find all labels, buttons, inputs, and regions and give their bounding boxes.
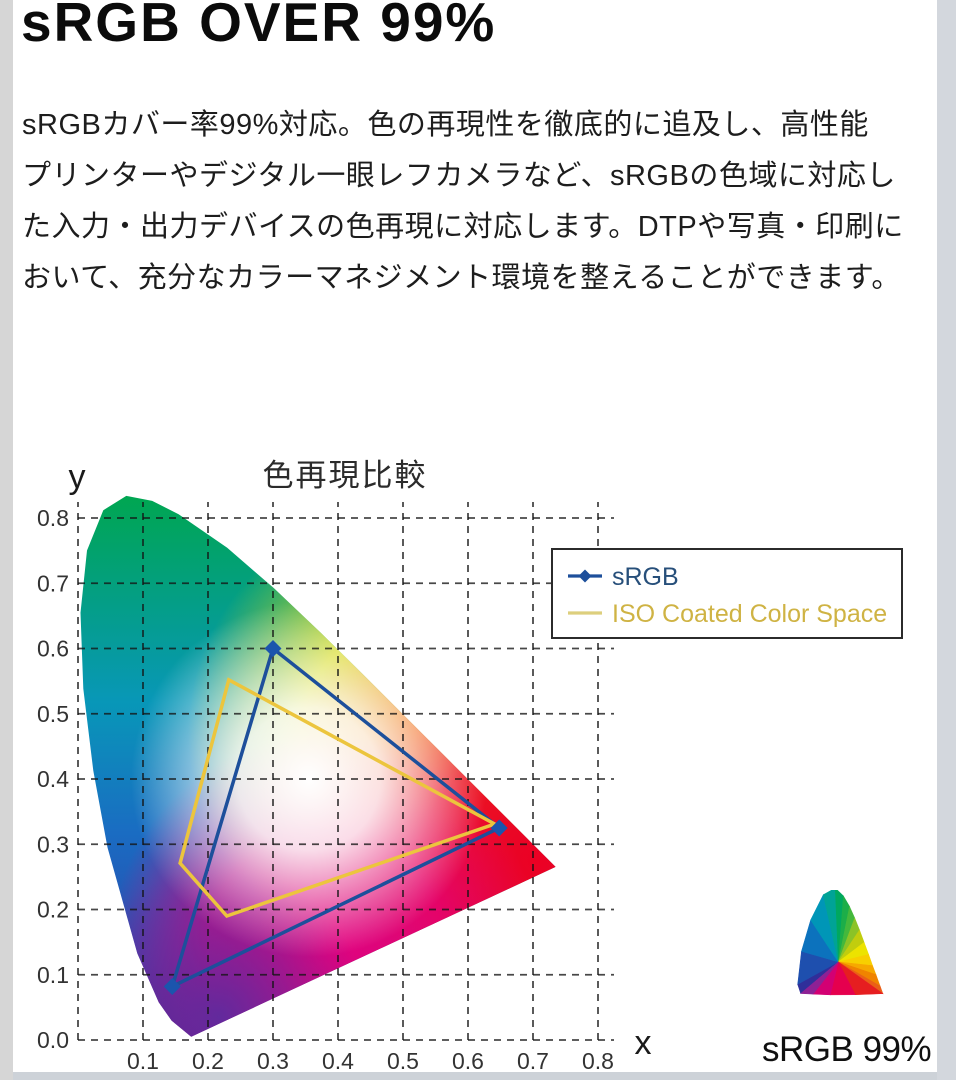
paragraph-line: た入力・出力デバイスの色再現に対応します。DTPや写真・印刷に: [22, 211, 904, 243]
legend-srgb-label: sRGB: [612, 563, 679, 591]
axis-tick-labels: 0.1 0.2 0.3 0.4 0.5 0.6 0.7 0.8 0.8 0.7 0.6 0.5 0.4 0…: [37, 505, 614, 1072]
x-tick-label: 0.8: [582, 1048, 614, 1072]
chart-title: 色再現比較: [263, 458, 428, 493]
y-tick-label: 0.3: [37, 831, 69, 857]
page-title: sRGB OVER 99%: [21, 0, 497, 53]
y-tick-label: 0.2: [37, 897, 69, 923]
y-tick-label: 0.7: [37, 570, 69, 596]
chromaticity-chart: 色再現比較 y x sRGB ISO Coated Color Space: [37, 458, 903, 1072]
x-tick-label: 0.1: [127, 1048, 159, 1072]
y-tick-label: 0.8: [37, 505, 69, 531]
page-margin-bottom: [13, 1072, 937, 1080]
y-tick-label: 0.0: [37, 1027, 69, 1053]
y-tick-label: 0.1: [37, 962, 69, 988]
srgb-vertex-diamond-marker: [490, 819, 508, 837]
legend-iso-label: ISO Coated Color Space: [612, 600, 887, 628]
y-tick-label: 0.4: [37, 766, 69, 792]
x-axis-label: x: [635, 1024, 652, 1062]
y-tick-label: 0.6: [37, 636, 69, 662]
legend-entry-srgb: sRGB: [568, 563, 679, 591]
series-iso-coated-color-space: [178, 677, 500, 919]
cie-gamut-fan-icon: [797, 890, 884, 996]
cie-gamut-background: [80, 495, 556, 1037]
page-margin-left: [0, 0, 13, 1080]
series-layer: [163, 640, 508, 995]
x-tick-label: 0.2: [192, 1048, 224, 1072]
paragraph-line: おいて、充分なカラーマネジメント環境を整えることができます。: [22, 262, 901, 294]
x-tick-label: 0.6: [452, 1048, 484, 1072]
gamut-fan-wedges: [797, 890, 884, 996]
srgb-vertex-diamond-marker: [264, 640, 282, 657]
page-margin-right: [937, 0, 956, 1080]
legend: sRGB ISO Coated Color Space: [551, 548, 903, 639]
x-tick-label: 0.3: [257, 1048, 289, 1072]
legend-entry-iso: ISO Coated Color Space: [568, 600, 887, 628]
paragraph-line: sRGBカバー率99%対応。色の再現性を徹底的に追及し、高性能: [22, 109, 869, 141]
srgb-vertex-diamond-marker: [163, 977, 181, 995]
x-tick-label: 0.7: [517, 1048, 549, 1072]
y-axis-label: y: [69, 458, 86, 496]
x-tick-label: 0.4: [322, 1048, 354, 1072]
paragraph-line: プリンターやデジタル一眼レフカメラなど、sRGBの色域に対応し: [22, 160, 896, 192]
feature-description: sRGBカバー率99%対応。色の再現性を徹底的に追及し、高性能 プリンターやデジ…: [22, 100, 904, 304]
x-tick-label: 0.5: [387, 1048, 419, 1072]
series-srgb: [169, 645, 503, 990]
gamut-fan-wedge: [800, 961, 839, 995]
y-tick-label: 0.5: [37, 701, 69, 727]
srgb-badge-label: sRGB 99%: [762, 1030, 932, 1069]
legend-srgb-diamond-marker: [578, 569, 592, 583]
